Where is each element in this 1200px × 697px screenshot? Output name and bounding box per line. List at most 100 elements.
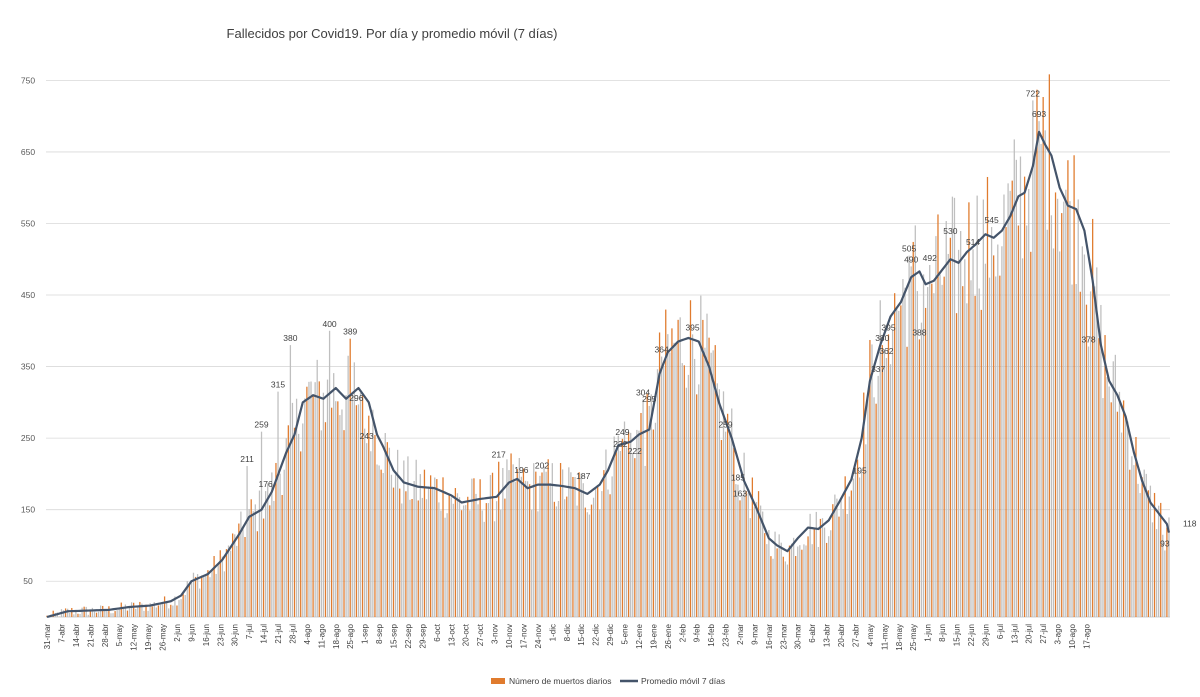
- data-label-514: 514: [966, 237, 980, 247]
- bar-day-394: [858, 477, 861, 617]
- legend-label-moving-average: Promedio móvil 7 días: [641, 676, 725, 686]
- bar-day-499: [1075, 284, 1077, 617]
- bar-day-521: [1120, 432, 1123, 617]
- bar-day-118: [289, 345, 292, 617]
- bar-day-37: [122, 608, 124, 617]
- bar-day-337: [741, 494, 743, 617]
- data-label-722: 722: [1026, 88, 1040, 98]
- bar-day-308: [681, 363, 683, 617]
- bar-day-239: [539, 475, 541, 617]
- bar-day-122: [298, 433, 300, 617]
- bar-day-347: [762, 511, 764, 617]
- bar-day-391: [852, 478, 855, 617]
- bar-day-512: [1102, 398, 1104, 617]
- bar-day-264: [590, 504, 593, 617]
- x-tick-label: 1-jun: [924, 624, 933, 642]
- bar-day-482: [1040, 143, 1042, 617]
- data-label-362: 362: [879, 346, 893, 356]
- bar-day-377: [823, 527, 826, 617]
- bar-day-252: [566, 496, 568, 617]
- bar-day-24: [95, 612, 98, 617]
- bar-day-127: [308, 381, 310, 617]
- bar-day-197: [452, 503, 454, 617]
- bar-day-132: [318, 381, 320, 617]
- bar-day-357: [782, 556, 784, 617]
- bar-day-131: [316, 359, 318, 617]
- bar-day-345: [757, 491, 760, 617]
- bar-day-28: [104, 610, 106, 617]
- y-tick-label-750: 750: [21, 75, 35, 85]
- bar-day-63: [176, 605, 178, 617]
- bar-day-147: [349, 338, 351, 617]
- bar-day-459: [993, 255, 995, 618]
- bar-day-35: [118, 608, 120, 617]
- bar-day-411: [894, 293, 896, 617]
- bar-day-343: [753, 506, 756, 617]
- bar-day-69: [188, 584, 190, 617]
- bar-day-27: [102, 605, 104, 617]
- bar-day-395: [861, 471, 863, 617]
- bar-day-126: [306, 386, 308, 617]
- bar-day-426: [924, 307, 927, 617]
- bar-day-13: [73, 614, 75, 617]
- data-label-243: 243: [360, 431, 374, 441]
- data-label-530: 530: [943, 226, 957, 236]
- bar-day-81: [213, 556, 215, 617]
- bar-day-124: [302, 423, 304, 617]
- data-label-492: 492: [923, 253, 937, 263]
- bar-day-416: [904, 287, 906, 617]
- bar-day-193: [444, 517, 446, 617]
- data-label-163: 163: [733, 488, 747, 498]
- bar-day-373: [815, 511, 817, 617]
- bar-day-145: [345, 395, 347, 617]
- bar-day-500: [1077, 199, 1079, 617]
- x-tick-label: 9-mar: [750, 624, 759, 645]
- moving-average-end-label: 118: [1183, 519, 1197, 529]
- bar-day-355: [778, 534, 780, 617]
- bar-day-446: [966, 303, 968, 617]
- bar-day-501: [1079, 291, 1081, 617]
- bar-day-32: [112, 613, 114, 617]
- bar-day-301: [667, 334, 669, 617]
- x-tick-label: 15-jun: [953, 624, 962, 646]
- bar-day-509: [1096, 267, 1098, 617]
- x-tick-label: 19-may: [144, 624, 153, 651]
- bar-day-71: [192, 572, 195, 617]
- bar-day-528: [1135, 437, 1137, 617]
- bar-day-327: [720, 440, 723, 617]
- bar-day-458: [990, 227, 993, 618]
- bar-day-87: [225, 549, 228, 617]
- bar-day-139: [333, 373, 335, 617]
- bar-day-140: [335, 401, 337, 617]
- data-label-202: 202: [535, 460, 549, 470]
- bar-day-316: [698, 384, 700, 617]
- bar-day-249: [559, 463, 562, 617]
- bar-day-313: [691, 334, 694, 617]
- bar-day-183: [423, 469, 426, 617]
- bar-day-203: [465, 505, 467, 617]
- bar-day-256: [574, 477, 576, 617]
- bar-day-467: [1009, 190, 1011, 617]
- x-tick-label: 8-sep: [375, 623, 384, 644]
- data-label-304: 304: [636, 387, 650, 397]
- bar-day-536: [1151, 522, 1154, 617]
- x-tick-label: 29-jun: [981, 624, 990, 646]
- bar-day-516: [1110, 402, 1112, 617]
- bar-day-144: [343, 430, 345, 617]
- x-tick-label: 27-oct: [476, 623, 485, 646]
- x-tick-label: 18-may: [895, 624, 904, 651]
- bar-day-102: [256, 531, 259, 617]
- bar-day-48: [145, 604, 147, 617]
- bar-day-407: [885, 357, 888, 617]
- bar-day-392: [854, 467, 857, 617]
- bar-day-421: [914, 225, 916, 617]
- bar-day-397: [865, 444, 867, 617]
- bar-day-105: [262, 518, 265, 617]
- bar-day-493: [1063, 201, 1065, 617]
- bar-day-62: [174, 596, 176, 617]
- bar-day-454: [982, 199, 984, 617]
- bar-day-172: [401, 503, 403, 617]
- bar-day-487: [1050, 215, 1053, 617]
- y-tick-label-150: 150: [21, 505, 35, 515]
- bar-day-383: [836, 498, 838, 617]
